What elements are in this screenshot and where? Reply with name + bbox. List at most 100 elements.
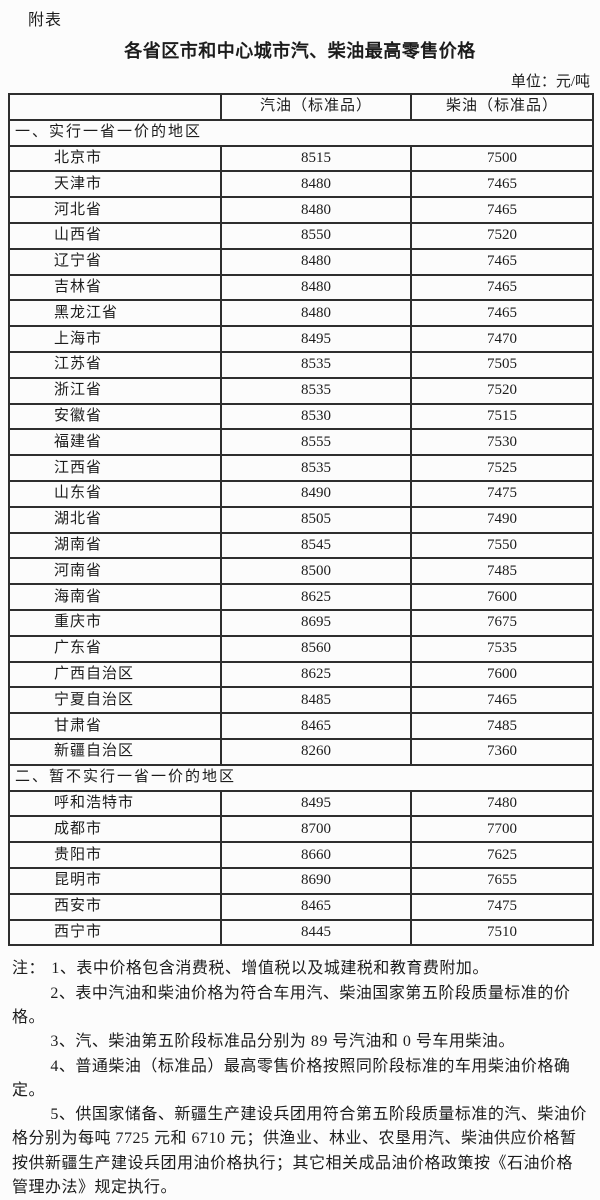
region-cell: 昆明市: [8, 866, 222, 895]
diesel-price-cell: 7465: [410, 247, 594, 276]
table-row: 江西省 8535 7525: [8, 454, 594, 482]
region-cell: 成都市: [8, 815, 222, 844]
section-header-row: 一、实行一省一价的地区: [8, 118, 594, 147]
table-row: 成都市 8700 7700: [8, 815, 594, 844]
diesel-price-cell: 7675: [410, 608, 594, 637]
gasoline-price-cell: 8495: [220, 789, 412, 818]
notes-prefix: 注：: [12, 960, 46, 978]
gasoline-price-cell: 8495: [220, 325, 412, 353]
table-row: 湖南省 8545 7550: [8, 531, 594, 560]
diesel-price-cell: 7490: [410, 505, 594, 534]
table-row: 甘肃省 8465 7485: [8, 712, 594, 740]
table-header-row: 汽油（标准品） 柴油（标准品）: [8, 93, 594, 121]
diesel-price-cell: 7600: [410, 660, 594, 689]
diesel-price-cell: 7655: [410, 866, 594, 895]
table-row: 西安市 8465 7475: [8, 892, 594, 921]
section-header: 二、暂不实行一省一价的地区: [8, 763, 594, 792]
note-item: 2、表中汽油和柴油价格为符合车用汽、柴油国家第五阶段质量标准的价格。: [12, 984, 571, 1026]
page-title: 各省区市和中心城市汽、柴油最高零售价格: [124, 41, 476, 61]
table-row: 河南省 8500 7485: [8, 557, 594, 586]
diesel-price-cell: 7360: [410, 737, 594, 766]
gasoline-price-cell: 8695: [220, 608, 412, 637]
diesel-price-cell: 7550: [410, 531, 594, 560]
gasoline-price-cell: 8690: [220, 866, 412, 895]
region-cell: 天津市: [8, 170, 222, 199]
column-header-gasoline: 汽油（标准品）: [220, 93, 412, 121]
region-cell: 新疆自治区: [8, 737, 222, 766]
table-row: 黑龙江省 8480 7465: [8, 299, 594, 328]
region-cell: 海南省: [8, 583, 222, 611]
table-row: 广东省 8560 7535: [8, 634, 594, 663]
note-item: 4、普通柴油（标准品）最高零售价格按照同阶段标准的车用柴油价格确定。: [12, 1057, 571, 1099]
table-row: 呼和浩特市 8495 7480: [8, 789, 594, 818]
gasoline-price-cell: 8480: [220, 196, 412, 224]
region-cell: 浙江省: [8, 376, 222, 405]
diesel-price-cell: 7700: [410, 815, 594, 844]
table-row: 江苏省 8535 7505: [8, 350, 594, 379]
gasoline-price-cell: 8625: [220, 583, 412, 611]
section-header-row: 二、暂不实行一省一价的地区: [8, 763, 594, 792]
gasoline-price-cell: 8505: [220, 505, 412, 534]
region-cell: 甘肃省: [8, 712, 222, 740]
table-row: 贵阳市 8660 7625: [8, 841, 594, 869]
gasoline-price-cell: 8465: [220, 892, 412, 921]
notes: 注： 1、表中价格包含消费税、增值税以及城建税和教育费附加。 2、表中汽油和柴油价格…: [12, 957, 588, 1200]
diesel-price-cell: 7510: [410, 918, 594, 947]
section-header: 一、实行一省一价的地区: [8, 118, 594, 147]
diesel-price-cell: 7475: [410, 892, 594, 921]
gasoline-price-cell: 8550: [220, 221, 412, 250]
table-row: 浙江省 8535 7520: [8, 376, 594, 405]
table-row: 海南省 8625 7600: [8, 583, 594, 611]
region-cell: 山东省: [8, 479, 222, 508]
unit-label: 单位：元/吨: [510, 74, 590, 90]
diesel-price-cell: 7535: [410, 634, 594, 663]
gasoline-price-cell: 8480: [220, 299, 412, 328]
diesel-price-cell: 7470: [410, 325, 594, 353]
gasoline-price-cell: 8545: [220, 531, 412, 560]
gasoline-price-cell: 8555: [220, 428, 412, 457]
diesel-price-cell: 7625: [410, 841, 594, 869]
table-row: 昆明市 8690 7655: [8, 866, 594, 895]
gasoline-price-cell: 8465: [220, 712, 412, 740]
gasoline-price-cell: 8515: [220, 144, 412, 173]
region-cell: 呼和浩特市: [8, 789, 222, 818]
table-row: 北京市 8515 7500: [8, 144, 594, 173]
diesel-price-cell: 7525: [410, 454, 594, 482]
gasoline-price-cell: 8700: [220, 815, 412, 844]
diesel-price-cell: 7465: [410, 273, 594, 302]
diesel-price-cell: 7530: [410, 428, 594, 457]
region-cell: 湖南省: [8, 531, 222, 560]
gasoline-price-cell: 8445: [220, 918, 412, 947]
region-cell: 湖北省: [8, 505, 222, 534]
region-cell: 辽宁省: [8, 247, 222, 276]
table-row: 新疆自治区 8260 7360: [8, 737, 594, 766]
note-item: 5、供国家储备、新疆生产建设兵团用符合第五阶段质量标准的汽、柴油价格分别为每吨 …: [12, 1106, 587, 1197]
region-cell: 北京市: [8, 144, 222, 173]
table-row: 西宁市 8445 7510: [8, 918, 594, 947]
diesel-price-cell: 7520: [410, 221, 594, 250]
region-cell: 江西省: [8, 454, 222, 482]
diesel-price-cell: 7520: [410, 376, 594, 405]
region-cell: 贵阳市: [8, 841, 222, 869]
gasoline-price-cell: 8625: [220, 660, 412, 689]
table-row: 重庆市 8695 7675: [8, 608, 594, 637]
table-row: 山西省 8550 7520: [8, 221, 594, 250]
diesel-price-cell: 7475: [410, 479, 594, 508]
region-cell: 广西自治区: [8, 660, 222, 689]
gasoline-price-cell: 8260: [220, 737, 412, 766]
note-item: 注： 1、表中价格包含消费税、增值税以及城建税和教育费附加。: [12, 960, 489, 978]
region-cell: 河南省: [8, 557, 222, 586]
diesel-price-cell: 7465: [410, 196, 594, 224]
table-row: 天津市 8480 7465: [8, 170, 594, 199]
diesel-price-cell: 7500: [410, 144, 594, 173]
gasoline-price-cell: 8485: [220, 686, 412, 715]
diesel-price-cell: 7465: [410, 170, 594, 199]
table-row: 辽宁省 8480 7465: [8, 247, 594, 276]
table-row: 河北省 8480 7465: [8, 196, 594, 224]
table-row: 福建省 8555 7530: [8, 428, 594, 457]
diesel-price-cell: 7515: [410, 402, 594, 431]
table-row: 吉林省 8480 7465: [8, 273, 594, 302]
gasoline-price-cell: 8530: [220, 402, 412, 431]
diesel-price-cell: 7485: [410, 712, 594, 740]
column-header-diesel: 柴油（标准品）: [410, 93, 594, 121]
